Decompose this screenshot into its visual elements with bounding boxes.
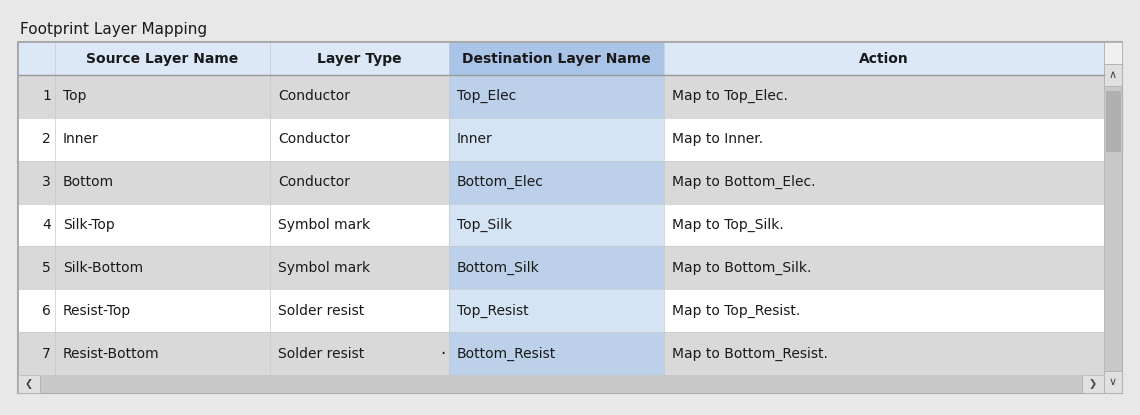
Bar bbox=[55, 332, 270, 375]
Text: Conductor: Conductor bbox=[278, 132, 350, 146]
Bar bbox=[270, 75, 449, 118]
Bar bbox=[19, 204, 55, 247]
Bar bbox=[1104, 64, 1122, 86]
Text: Source Layer Name: Source Layer Name bbox=[87, 52, 238, 66]
Bar bbox=[449, 332, 663, 375]
Text: 5: 5 bbox=[42, 261, 51, 275]
Bar bbox=[1106, 91, 1119, 151]
Bar bbox=[19, 43, 55, 75]
Bar bbox=[19, 332, 55, 375]
Text: Map to Bottom_Silk.: Map to Bottom_Silk. bbox=[671, 261, 812, 275]
Bar bbox=[270, 247, 449, 289]
Bar bbox=[19, 247, 55, 289]
Text: Top: Top bbox=[63, 89, 87, 103]
Bar bbox=[663, 118, 1104, 161]
Bar bbox=[449, 204, 663, 247]
Text: 2: 2 bbox=[42, 132, 51, 146]
Text: Map to Top_Elec.: Map to Top_Elec. bbox=[671, 89, 788, 103]
Bar bbox=[663, 247, 1104, 289]
Text: Map to Top_Resist.: Map to Top_Resist. bbox=[671, 304, 800, 318]
Bar bbox=[55, 289, 270, 332]
Bar bbox=[1082, 375, 1104, 393]
Bar bbox=[270, 43, 449, 75]
Text: Silk-Bottom: Silk-Bottom bbox=[63, 261, 142, 275]
Text: Layer Type: Layer Type bbox=[317, 52, 401, 66]
Text: 4: 4 bbox=[42, 218, 51, 232]
Bar bbox=[55, 118, 270, 161]
Bar bbox=[55, 247, 270, 289]
Bar bbox=[19, 75, 55, 118]
Text: ❯: ❯ bbox=[1089, 379, 1097, 389]
Bar bbox=[270, 289, 449, 332]
Text: Resist-Bottom: Resist-Bottom bbox=[63, 347, 160, 361]
Text: Symbol mark: Symbol mark bbox=[278, 261, 369, 275]
Text: Conductor: Conductor bbox=[278, 89, 350, 103]
Text: Bottom_Silk: Bottom_Silk bbox=[457, 261, 539, 275]
Text: Inner: Inner bbox=[63, 132, 98, 146]
Text: 3: 3 bbox=[42, 175, 51, 189]
Text: Map to Inner.: Map to Inner. bbox=[671, 132, 763, 146]
Bar bbox=[449, 43, 663, 75]
Text: Conductor: Conductor bbox=[278, 175, 350, 189]
Bar bbox=[19, 161, 55, 204]
Text: Bottom_Elec: Bottom_Elec bbox=[457, 175, 544, 189]
Bar bbox=[663, 332, 1104, 375]
Bar bbox=[663, 161, 1104, 204]
Bar bbox=[270, 161, 449, 204]
Text: ·: · bbox=[440, 344, 446, 363]
Text: 6: 6 bbox=[42, 304, 51, 318]
Bar bbox=[19, 289, 55, 332]
Bar bbox=[449, 161, 663, 204]
Text: Resist-Top: Resist-Top bbox=[63, 304, 131, 318]
Text: Action: Action bbox=[860, 52, 909, 66]
Text: Top_Elec: Top_Elec bbox=[457, 89, 516, 103]
Bar bbox=[663, 289, 1104, 332]
Text: Destination Layer Name: Destination Layer Name bbox=[462, 52, 651, 66]
Text: Solder resist: Solder resist bbox=[278, 347, 364, 361]
Bar bbox=[270, 204, 449, 247]
Text: Top_Resist: Top_Resist bbox=[457, 304, 529, 318]
Bar bbox=[55, 75, 270, 118]
Bar bbox=[449, 118, 663, 161]
Text: Bottom: Bottom bbox=[63, 175, 114, 189]
Text: ∧: ∧ bbox=[1109, 70, 1117, 80]
Text: Map to Top_Silk.: Map to Top_Silk. bbox=[671, 218, 783, 232]
Bar bbox=[270, 332, 449, 375]
Text: Inner: Inner bbox=[457, 132, 492, 146]
Text: Bottom_Resist: Bottom_Resist bbox=[457, 347, 556, 361]
Bar bbox=[449, 75, 663, 118]
Text: 7: 7 bbox=[42, 347, 51, 361]
Bar bbox=[663, 204, 1104, 247]
Text: Map to Bottom_Elec.: Map to Bottom_Elec. bbox=[671, 175, 815, 189]
Bar bbox=[55, 161, 270, 204]
Bar bbox=[1104, 371, 1122, 393]
Bar bbox=[1104, 42, 1122, 64]
Bar bbox=[449, 247, 663, 289]
Bar bbox=[663, 75, 1104, 118]
Text: Footprint Layer Mapping: Footprint Layer Mapping bbox=[21, 22, 207, 37]
Text: Map to Bottom_Resist.: Map to Bottom_Resist. bbox=[671, 347, 828, 361]
Text: ❮: ❮ bbox=[25, 379, 33, 389]
Bar bbox=[19, 118, 55, 161]
Bar bbox=[55, 204, 270, 247]
Text: ∨: ∨ bbox=[1109, 377, 1117, 387]
Text: Top_Silk: Top_Silk bbox=[457, 218, 512, 232]
Text: Silk-Top: Silk-Top bbox=[63, 218, 115, 232]
Bar bbox=[55, 43, 270, 75]
Text: 1: 1 bbox=[42, 89, 51, 103]
Bar bbox=[1104, 42, 1122, 393]
Bar bbox=[270, 118, 449, 161]
Bar bbox=[663, 43, 1104, 75]
Bar bbox=[18, 375, 40, 393]
Bar bbox=[18, 42, 1122, 393]
Text: Solder resist: Solder resist bbox=[278, 304, 364, 318]
Bar bbox=[449, 289, 663, 332]
Text: Symbol mark: Symbol mark bbox=[278, 218, 369, 232]
Bar bbox=[18, 375, 1122, 393]
